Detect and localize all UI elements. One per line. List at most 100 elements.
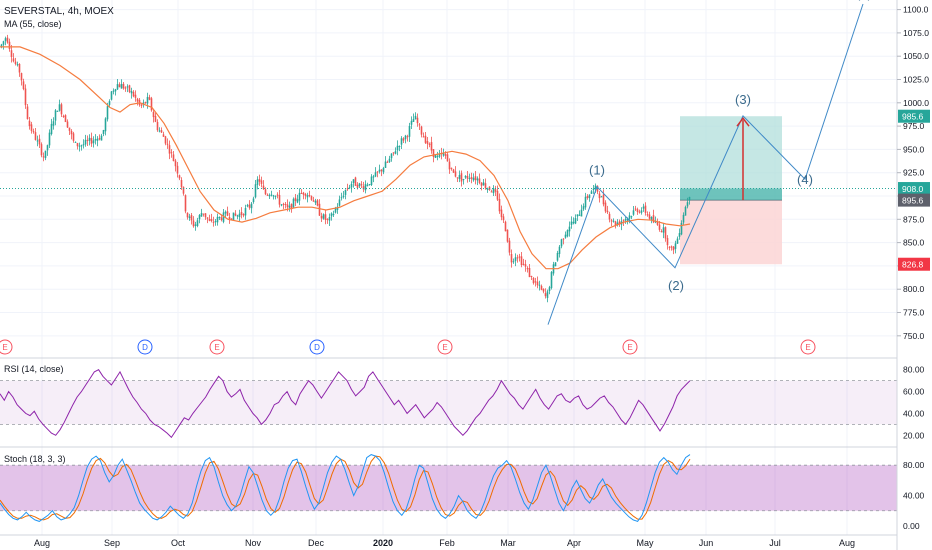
candle-body xyxy=(480,182,483,186)
candle-body xyxy=(310,196,313,200)
candle-body xyxy=(200,213,203,217)
ma-legend[interactable]: MA (55, close) xyxy=(4,19,62,29)
time-tick-label: May xyxy=(636,538,654,548)
wave-label: (1) xyxy=(589,163,605,178)
candle-body xyxy=(116,84,119,90)
candle-body xyxy=(44,150,47,159)
candle-body xyxy=(666,238,669,246)
candle-body xyxy=(388,158,391,162)
candle-body xyxy=(656,221,659,225)
candle-body xyxy=(624,219,627,221)
candle-body xyxy=(610,220,613,222)
time-tick-label: Oct xyxy=(171,538,186,548)
candle-body xyxy=(168,145,171,154)
candle-body xyxy=(394,151,397,154)
price-scale[interactable]: 750.0775.0800.0825.0850.0875.0900.0925.0… xyxy=(896,0,930,550)
candle-body xyxy=(158,130,161,132)
candle-body xyxy=(104,118,107,132)
candle-body xyxy=(30,124,33,131)
wave-label: (5) xyxy=(856,0,872,1)
candle-body xyxy=(78,145,81,147)
rsi-tick-label: 20.00 xyxy=(903,430,925,440)
candle-body xyxy=(346,188,349,190)
candle-body xyxy=(232,212,235,221)
long-position-tool[interactable] xyxy=(680,116,782,265)
candle-body xyxy=(588,194,591,199)
candle-body xyxy=(280,204,283,206)
candle-body xyxy=(562,238,565,240)
price-tick-label: 1100.0 xyxy=(903,5,929,15)
candle-body xyxy=(18,63,21,73)
candle-body xyxy=(370,176,373,185)
time-axis-ticks[interactable]: Aug Sep Oct Nov Dec 2020 Feb Mar Apr May Jun Jul Aug xyxy=(34,538,855,548)
price-tag-label: 985.6 xyxy=(902,112,924,122)
candle-body xyxy=(64,115,67,123)
target-zone xyxy=(680,116,782,201)
stoch-tick-label: 0.00 xyxy=(903,521,920,531)
stochastic-pane[interactable] xyxy=(0,454,897,522)
candle-body xyxy=(408,126,411,137)
candle-body xyxy=(252,198,255,203)
candle-body xyxy=(34,132,37,140)
candle-body xyxy=(70,130,73,135)
candle-body xyxy=(568,226,571,232)
candle-body xyxy=(570,221,573,225)
candle-body xyxy=(216,216,219,223)
candle-body xyxy=(434,155,437,158)
candle-body xyxy=(28,120,31,127)
candle-body xyxy=(114,89,117,92)
candle-body xyxy=(162,134,165,137)
candle-body xyxy=(96,138,99,141)
candle-body xyxy=(580,209,583,217)
symbol-title[interactable]: SEVERSTAL, 4h, MOEX xyxy=(4,6,114,17)
candle-body xyxy=(482,182,485,186)
stoch-legend[interactable]: Stoch (18, 3, 3) xyxy=(4,454,66,464)
candle-body xyxy=(340,197,343,199)
wave-label: (2) xyxy=(668,278,684,293)
candle-body xyxy=(684,206,687,216)
event-marker-label: E xyxy=(627,343,632,352)
candle-body xyxy=(444,154,447,156)
candle-body xyxy=(462,179,465,181)
candle-body xyxy=(222,212,225,222)
candle-body xyxy=(52,121,55,126)
rsi-pane[interactable] xyxy=(0,369,897,439)
candle-body xyxy=(178,175,181,179)
candle-body xyxy=(650,216,653,221)
candle-body xyxy=(56,110,59,112)
candle-body xyxy=(608,213,611,220)
time-tick-label: Apr xyxy=(567,538,581,548)
candle-body xyxy=(404,135,407,140)
candle-body xyxy=(442,152,445,156)
candle-body xyxy=(262,185,265,190)
candle-body xyxy=(20,73,23,81)
candle-body xyxy=(634,208,637,210)
candle-body xyxy=(478,178,481,183)
candle-body xyxy=(396,145,399,151)
candle-body xyxy=(368,184,371,186)
price-pane[interactable]: (1) (2) (3) (4) (5) E D E D E E E xyxy=(0,0,897,355)
rsi-line xyxy=(0,369,691,439)
candle-body xyxy=(414,115,417,120)
rsi-tick-label: 40.00 xyxy=(903,408,925,418)
candle-body xyxy=(614,221,617,226)
candle-body xyxy=(566,230,569,237)
price-tag xyxy=(898,182,930,196)
event-marker-label: E xyxy=(442,343,447,352)
candle-body xyxy=(326,218,329,220)
candle-body xyxy=(430,142,433,151)
event-marker xyxy=(209,339,225,355)
time-tick-label: Aug xyxy=(839,538,855,548)
candle-body xyxy=(502,216,505,221)
candle-body xyxy=(122,83,125,89)
price-tick-label: 975.0 xyxy=(903,121,925,131)
rsi-legend[interactable]: RSI (14, close) xyxy=(4,364,64,374)
candle-body xyxy=(316,200,319,206)
candle-body xyxy=(278,195,281,205)
candle-body xyxy=(400,138,403,145)
candle-body xyxy=(412,119,415,122)
elliott-wave-projection[interactable]: (1) (2) (3) (4) (5) xyxy=(547,0,872,325)
candle-body xyxy=(384,161,387,168)
